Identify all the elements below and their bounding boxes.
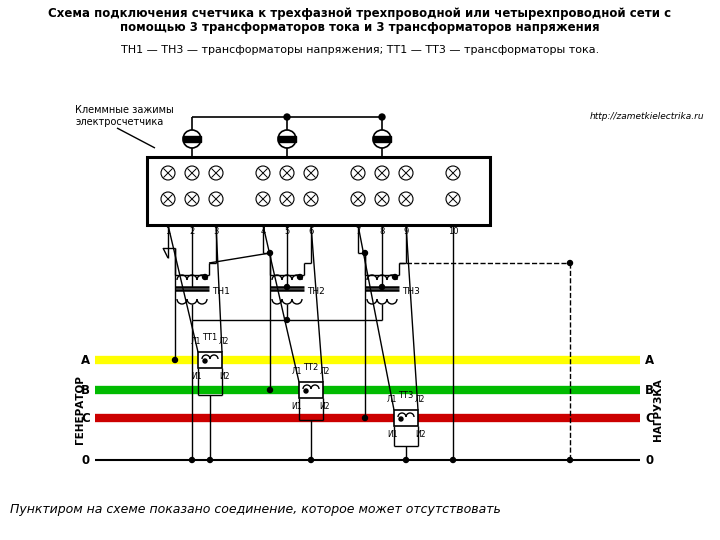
Circle shape <box>308 457 313 462</box>
Bar <box>394 410 418 426</box>
Circle shape <box>280 166 294 180</box>
Text: 8: 8 <box>379 227 384 236</box>
Circle shape <box>297 274 302 280</box>
Text: 2: 2 <box>189 227 194 236</box>
Text: 10: 10 <box>448 227 458 236</box>
Circle shape <box>280 192 294 206</box>
Text: 4: 4 <box>261 227 266 236</box>
Circle shape <box>209 166 223 180</box>
Circle shape <box>373 130 391 148</box>
Circle shape <box>375 192 389 206</box>
Circle shape <box>161 192 175 206</box>
Circle shape <box>351 192 365 206</box>
Circle shape <box>375 166 389 180</box>
Circle shape <box>379 114 385 120</box>
Text: 9: 9 <box>403 227 409 236</box>
Text: И2: И2 <box>219 372 229 381</box>
Circle shape <box>446 192 460 206</box>
Circle shape <box>304 389 308 393</box>
Text: А: А <box>645 354 654 367</box>
Circle shape <box>362 415 367 421</box>
Text: Л2: Л2 <box>320 367 330 376</box>
Text: Л2: Л2 <box>415 395 426 404</box>
Bar <box>198 352 222 368</box>
Circle shape <box>567 260 572 266</box>
Text: А: А <box>81 354 90 367</box>
Circle shape <box>203 359 207 363</box>
Bar <box>299 382 323 398</box>
Text: В: В <box>81 383 90 396</box>
Text: ТН2: ТН2 <box>307 287 325 296</box>
Text: ТТ3: ТТ3 <box>398 391 414 400</box>
Text: http://zametkielectrika.ru: http://zametkielectrika.ru <box>590 112 705 121</box>
Circle shape <box>304 166 318 180</box>
Text: ТН3: ТН3 <box>402 287 420 296</box>
Text: помощью 3 трансформаторов тока и 3 трансформаторов напряжения: помощью 3 трансформаторов тока и 3 транс… <box>120 21 600 34</box>
Text: 3: 3 <box>213 227 219 236</box>
Text: 7: 7 <box>355 227 361 236</box>
Text: Пунктиром на схеме показано соединение, которое может отсутствовать: Пунктиром на схеме показано соединение, … <box>10 503 501 516</box>
Circle shape <box>304 192 318 206</box>
Text: ГЕНЕРАТОР: ГЕНЕРАТОР <box>75 375 85 444</box>
Text: ТТ2: ТТ2 <box>303 363 319 372</box>
Text: И1: И1 <box>292 402 302 411</box>
Text: И2: И2 <box>415 430 426 439</box>
Text: Л1: Л1 <box>292 367 302 376</box>
Text: электросчетчика: электросчетчика <box>75 117 163 127</box>
Circle shape <box>399 166 413 180</box>
Text: Л1: Л1 <box>191 337 201 346</box>
Text: ТН1: ТН1 <box>212 287 230 296</box>
Circle shape <box>268 388 272 393</box>
Text: Л2: Л2 <box>219 337 229 346</box>
Circle shape <box>446 166 460 180</box>
Circle shape <box>403 457 408 462</box>
Circle shape <box>185 166 199 180</box>
Text: 5: 5 <box>284 227 289 236</box>
Text: 6: 6 <box>308 227 314 236</box>
Text: В: В <box>645 383 654 396</box>
Bar <box>373 136 391 142</box>
Circle shape <box>362 251 367 255</box>
Circle shape <box>278 130 296 148</box>
Bar <box>278 136 296 142</box>
Circle shape <box>189 457 194 462</box>
Text: Клеммные зажимы: Клеммные зажимы <box>75 105 174 115</box>
Circle shape <box>284 285 289 289</box>
Circle shape <box>268 251 272 255</box>
Text: Л1: Л1 <box>387 395 397 404</box>
Text: И1: И1 <box>191 372 202 381</box>
Circle shape <box>399 417 403 421</box>
Circle shape <box>567 457 572 462</box>
Text: 0: 0 <box>82 454 90 467</box>
Text: И1: И1 <box>387 430 397 439</box>
Bar <box>147 157 490 225</box>
Text: 1: 1 <box>166 227 171 236</box>
Circle shape <box>256 192 270 206</box>
Text: ТТ1: ТТ1 <box>202 333 217 342</box>
Circle shape <box>209 192 223 206</box>
Text: Схема подключения счетчика к трехфазной трехпроводной или четырехпроводной сети : Схема подключения счетчика к трехфазной … <box>48 7 672 20</box>
Text: НАГРУЗКА: НАГРУЗКА <box>653 379 663 441</box>
Text: ТН1 — ТН3 — трансформаторы напряжения; ТТ1 — ТТ3 — трансформаторы тока.: ТН1 — ТН3 — трансформаторы напряжения; Т… <box>121 45 599 55</box>
Text: 0: 0 <box>645 454 653 467</box>
Circle shape <box>284 318 289 322</box>
Circle shape <box>207 457 212 462</box>
Circle shape <box>399 192 413 206</box>
Circle shape <box>161 166 175 180</box>
Text: С: С <box>645 411 654 424</box>
Circle shape <box>202 274 207 280</box>
Text: И2: И2 <box>320 402 330 411</box>
Circle shape <box>392 274 397 280</box>
Circle shape <box>173 357 178 362</box>
Circle shape <box>183 130 201 148</box>
Text: С: С <box>81 411 90 424</box>
Circle shape <box>351 166 365 180</box>
Circle shape <box>379 285 384 289</box>
Bar <box>183 136 201 142</box>
Circle shape <box>185 192 199 206</box>
Circle shape <box>256 166 270 180</box>
Circle shape <box>284 114 290 120</box>
Circle shape <box>451 457 456 462</box>
